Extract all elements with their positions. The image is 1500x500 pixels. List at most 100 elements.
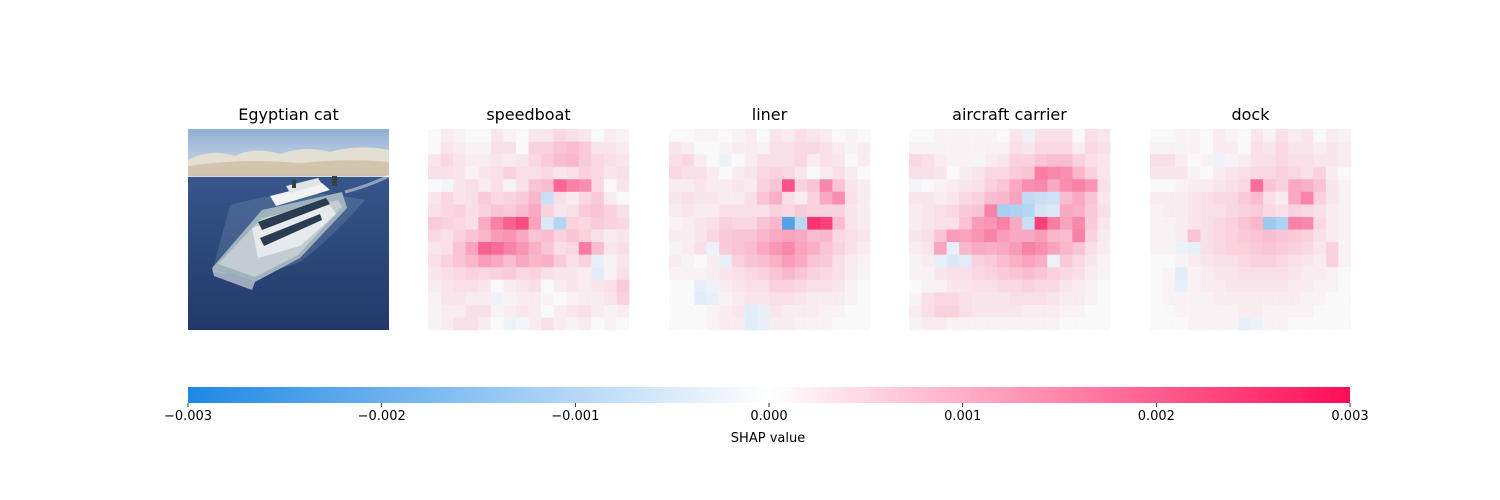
heatmap-cell: [1150, 204, 1163, 218]
heatmap-cell: [541, 292, 555, 306]
heatmap-cell: [1313, 279, 1327, 293]
heatmap-cell: [706, 166, 720, 180]
heatmap-cell: [744, 154, 758, 168]
heatmap-cell: [1097, 154, 1111, 168]
heatmap-cell: [819, 304, 833, 318]
heatmap-cell: [1325, 242, 1339, 256]
heatmap-cell: [971, 242, 985, 256]
heatmap-cell: [1212, 254, 1226, 268]
heatmap-cell: [844, 317, 858, 331]
heatmap-cell: [1250, 154, 1264, 168]
heatmap-cell: [553, 191, 567, 205]
heatmap-cell: [946, 166, 960, 180]
heatmap-cell: [440, 204, 454, 218]
heatmap-cell: [1313, 317, 1327, 331]
heatmap-cell: [1022, 129, 1036, 142]
heatmap-cell: [934, 141, 948, 155]
heatmap-cell: [1022, 216, 1036, 230]
heatmap-cell: [744, 317, 758, 331]
heatmap-cell: [616, 229, 630, 243]
heatmap-cell: [984, 267, 998, 281]
heatmap-cell: [1022, 229, 1036, 243]
heatmap-cell: [1325, 292, 1339, 306]
heatmap-cell: [1059, 191, 1073, 205]
heatmap-cell: [1288, 141, 1302, 155]
heatmap-cell: [603, 216, 617, 230]
heatmap-cell: [566, 254, 580, 268]
heatmap-cell: [1275, 267, 1289, 281]
heatmap-cell: [909, 279, 922, 293]
heatmap-cell: [782, 267, 796, 281]
heatmap-cell: [1313, 204, 1327, 218]
heatmap-cell: [440, 304, 454, 318]
heatmap-cell: [503, 229, 517, 243]
heatmap-cell: [1009, 304, 1023, 318]
heatmap-cell: [1072, 166, 1086, 180]
heatmap-cell: [578, 216, 592, 230]
heatmap-cell: [1059, 229, 1073, 243]
heatmap-cell: [515, 129, 529, 142]
heatmap-cell: [959, 229, 973, 243]
heatmap-cell: [694, 229, 708, 243]
heatmap-cell: [566, 204, 580, 218]
heatmap-cell: [1212, 216, 1226, 230]
heatmap-cell: [1225, 229, 1239, 243]
heatmap-cell: [921, 304, 935, 318]
heatmap-cell: [515, 216, 529, 230]
heatmap-cell: [946, 304, 960, 318]
heatmap-cell: [1175, 254, 1189, 268]
heatmap-cell: [1047, 191, 1061, 205]
heatmap-cell: [1338, 317, 1352, 331]
heatmap-cell: [1275, 166, 1289, 180]
heatmap-cell: [996, 304, 1010, 318]
heatmap-cell: [515, 304, 529, 318]
heatmap-cell: [1237, 317, 1251, 331]
heatmap-cell: [478, 254, 492, 268]
heatmap-cell: [1338, 242, 1352, 256]
heatmap-cell: [490, 267, 504, 281]
heatmap-cell: [681, 279, 695, 293]
heatmap-cell: [578, 317, 592, 331]
heatmap-cell: [1275, 229, 1289, 243]
heatmap-cell: [669, 254, 682, 268]
heatmap-cell: [756, 242, 770, 256]
heatmap-cell: [503, 292, 517, 306]
heatmap-cell: [541, 129, 555, 142]
heatmap-cell: [946, 254, 960, 268]
heatmap-cell: [1263, 141, 1277, 155]
heatmap-cell: [731, 166, 745, 180]
heatmap-cell: [984, 242, 998, 256]
heatmap-cell: [844, 216, 858, 230]
heatmap-cell: [1009, 317, 1023, 331]
heatmap-cell: [528, 229, 542, 243]
heatmap-cell: [844, 179, 858, 193]
heatmap-cell: [782, 166, 796, 180]
heatmap-cell: [1047, 242, 1061, 256]
heatmap-cell: [1072, 154, 1086, 168]
heatmap-cell: [1325, 216, 1339, 230]
heatmap-cell: [1022, 141, 1036, 155]
heatmap-cell: [1200, 129, 1214, 142]
heatmap-cell: [1059, 317, 1073, 331]
heatmap-cell: [731, 279, 745, 293]
heatmap-cell: [1150, 229, 1163, 243]
heatmap-cell: [603, 154, 617, 168]
heatmap-cell: [909, 267, 922, 281]
heatmap-cell: [1288, 292, 1302, 306]
heatmap-cell: [807, 292, 821, 306]
heatmap-cell: [1175, 216, 1189, 230]
heatmap-cell: [744, 204, 758, 218]
heatmap-cell: [794, 191, 808, 205]
heatmap-cell: [857, 242, 871, 256]
heatmap-cell: [681, 129, 695, 142]
heatmap-cell: [934, 304, 948, 318]
heatmap-cell: [1072, 292, 1086, 306]
heatmap-cell: [490, 179, 504, 193]
heatmap-cell: [1175, 129, 1189, 142]
heatmap-cell: [921, 129, 935, 142]
heatmap-cell: [1200, 166, 1214, 180]
heatmap-cell: [782, 229, 796, 243]
heatmap-cell: [1237, 254, 1251, 268]
heatmap-cell: [959, 154, 973, 168]
heatmap-cell: [756, 216, 770, 230]
